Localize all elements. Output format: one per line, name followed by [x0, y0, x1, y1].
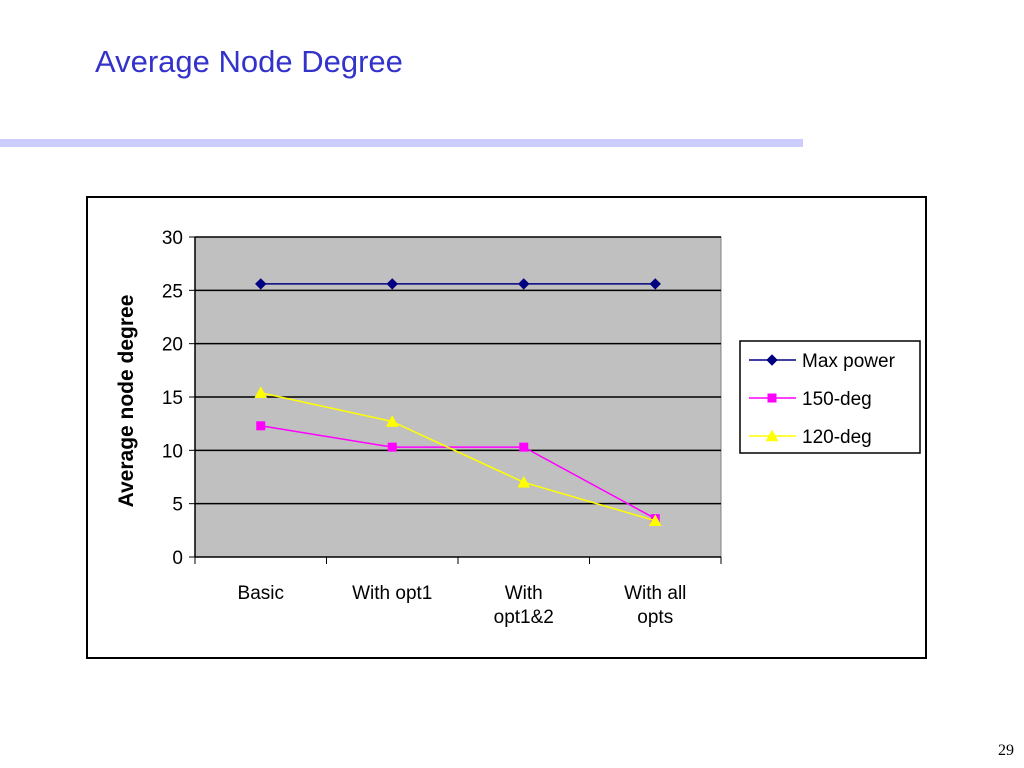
data-point	[649, 278, 661, 290]
slide-title: Average Node Degree	[95, 44, 403, 79]
title-underline-bar	[0, 139, 803, 147]
x-category-label: With opt1	[352, 583, 432, 604]
legend-entry: 150-deg	[802, 389, 872, 410]
data-point	[255, 278, 267, 290]
chart-frame: 0 5 10 15 20 25 30 Basic With opt1 With opt1&2 With…	[86, 196, 927, 659]
legend-entry: Max power	[802, 351, 896, 372]
y-axis-label: Average node degree	[115, 295, 138, 508]
x-category-label: With opt1&2	[494, 583, 554, 628]
data-point	[518, 278, 530, 290]
y-tick-label: 20	[162, 335, 183, 356]
legend-marker	[765, 429, 779, 442]
y-tick-label: 10	[162, 441, 183, 462]
legend-marker	[767, 393, 777, 403]
data-point	[256, 421, 266, 431]
data-point	[386, 278, 398, 290]
x-category-label: Basic	[238, 583, 284, 604]
legend-marker	[766, 354, 778, 366]
series-line-150-deg	[260, 425, 656, 520]
y-tick-label: 15	[162, 388, 183, 409]
data-point	[648, 514, 662, 526]
legend-entry: 120-deg	[802, 427, 872, 448]
data-point	[385, 415, 399, 427]
x-category-label: With all opts	[624, 583, 686, 628]
y-tick-label: 0	[172, 548, 183, 569]
data-point	[519, 442, 529, 452]
data-point	[254, 386, 268, 398]
y-tick-label: 30	[162, 228, 183, 249]
data-point	[517, 475, 531, 488]
y-tick-label: 5	[172, 495, 183, 516]
data-point	[387, 442, 397, 452]
series-line-120-deg	[260, 392, 656, 522]
y-tick-label: 25	[162, 281, 183, 302]
line-chart: 0 5 10 15 20 25 30 Basic With opt1 With opt1&2 With…	[115, 228, 921, 628]
page-number: 29	[998, 742, 1014, 759]
